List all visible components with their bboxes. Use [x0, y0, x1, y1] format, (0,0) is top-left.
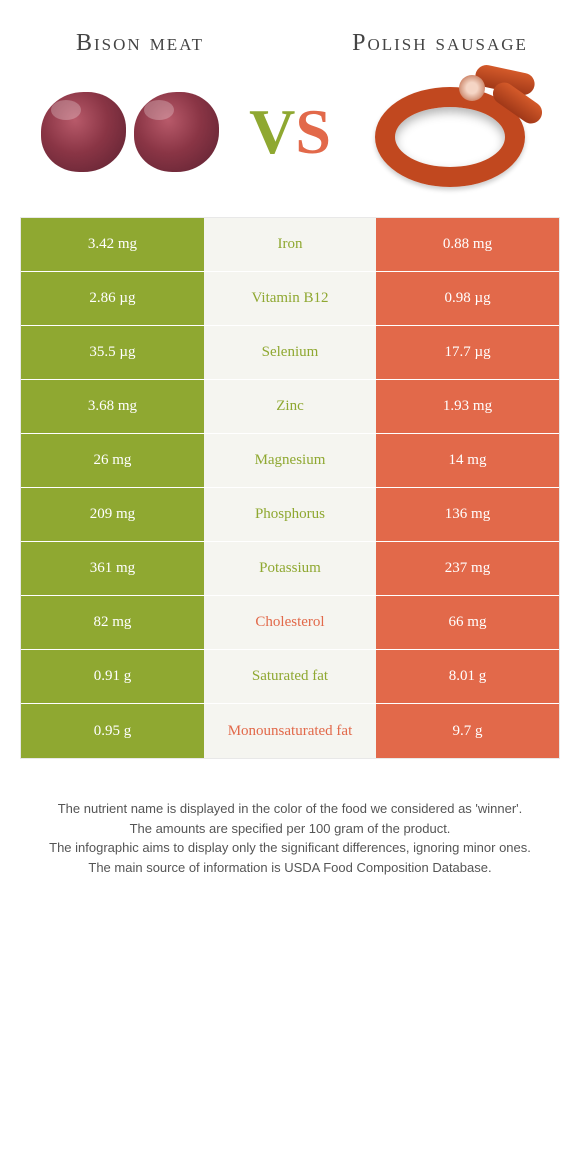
images-row: VS: [0, 67, 580, 217]
left-food-title: Bison meat: [30, 30, 250, 57]
left-value: 35.5 µg: [21, 326, 204, 379]
nutrient-label: Monounsaturated fat: [204, 704, 376, 758]
table-row: 82 mgCholesterol66 mg: [21, 596, 559, 650]
left-value: 361 mg: [21, 542, 204, 595]
right-value: 0.88 mg: [376, 218, 559, 271]
right-value: 237 mg: [376, 542, 559, 595]
vs-v: V: [249, 96, 295, 167]
left-value: 3.68 mg: [21, 380, 204, 433]
nutrient-label: Zinc: [204, 380, 376, 433]
right-value: 9.7 g: [376, 704, 559, 758]
left-value: 0.91 g: [21, 650, 204, 703]
footer-notes: The nutrient name is displayed in the co…: [0, 759, 580, 877]
bison-meat-icon: [134, 92, 219, 172]
left-food-image: [30, 67, 230, 197]
table-row: 2.86 µgVitamin B120.98 µg: [21, 272, 559, 326]
sausage-icon: [355, 67, 545, 197]
left-value: 26 mg: [21, 434, 204, 487]
right-value: 136 mg: [376, 488, 559, 541]
left-value: 2.86 µg: [21, 272, 204, 325]
right-value: 8.01 g: [376, 650, 559, 703]
right-value: 0.98 µg: [376, 272, 559, 325]
nutrient-label: Potassium: [204, 542, 376, 595]
left-value: 0.95 g: [21, 704, 204, 758]
right-value: 66 mg: [376, 596, 559, 649]
vs-label: VS: [249, 95, 331, 169]
table-row: 3.68 mgZinc1.93 mg: [21, 380, 559, 434]
footer-line: The amounts are specified per 100 gram o…: [30, 819, 550, 839]
table-row: 0.91 gSaturated fat8.01 g: [21, 650, 559, 704]
left-value: 209 mg: [21, 488, 204, 541]
nutrient-label: Magnesium: [204, 434, 376, 487]
nutrient-label: Phosphorus: [204, 488, 376, 541]
left-value: 82 mg: [21, 596, 204, 649]
table-row: 0.95 gMonounsaturated fat9.7 g: [21, 704, 559, 758]
right-value: 14 mg: [376, 434, 559, 487]
vs-s: S: [295, 96, 331, 167]
bison-meat-icon: [41, 92, 126, 172]
left-value: 3.42 mg: [21, 218, 204, 271]
footer-line: The nutrient name is displayed in the co…: [30, 799, 550, 819]
nutrient-label: Selenium: [204, 326, 376, 379]
footer-line: The main source of information is USDA F…: [30, 858, 550, 878]
header: Bison meat Polish sausage: [0, 0, 580, 67]
right-value: 17.7 µg: [376, 326, 559, 379]
nutrient-label: Saturated fat: [204, 650, 376, 703]
nutrient-label: Cholesterol: [204, 596, 376, 649]
right-food-image: [350, 67, 550, 197]
nutrient-label: Vitamin B12: [204, 272, 376, 325]
table-row: 26 mgMagnesium14 mg: [21, 434, 559, 488]
nutrient-table: 3.42 mgIron0.88 mg2.86 µgVitamin B120.98…: [20, 217, 560, 759]
table-row: 361 mgPotassium237 mg: [21, 542, 559, 596]
right-food-title: Polish sausage: [330, 30, 550, 57]
table-row: 3.42 mgIron0.88 mg: [21, 218, 559, 272]
table-row: 35.5 µgSelenium17.7 µg: [21, 326, 559, 380]
footer-line: The infographic aims to display only the…: [30, 838, 550, 858]
nutrient-label: Iron: [204, 218, 376, 271]
table-row: 209 mgPhosphorus136 mg: [21, 488, 559, 542]
right-value: 1.93 mg: [376, 380, 559, 433]
